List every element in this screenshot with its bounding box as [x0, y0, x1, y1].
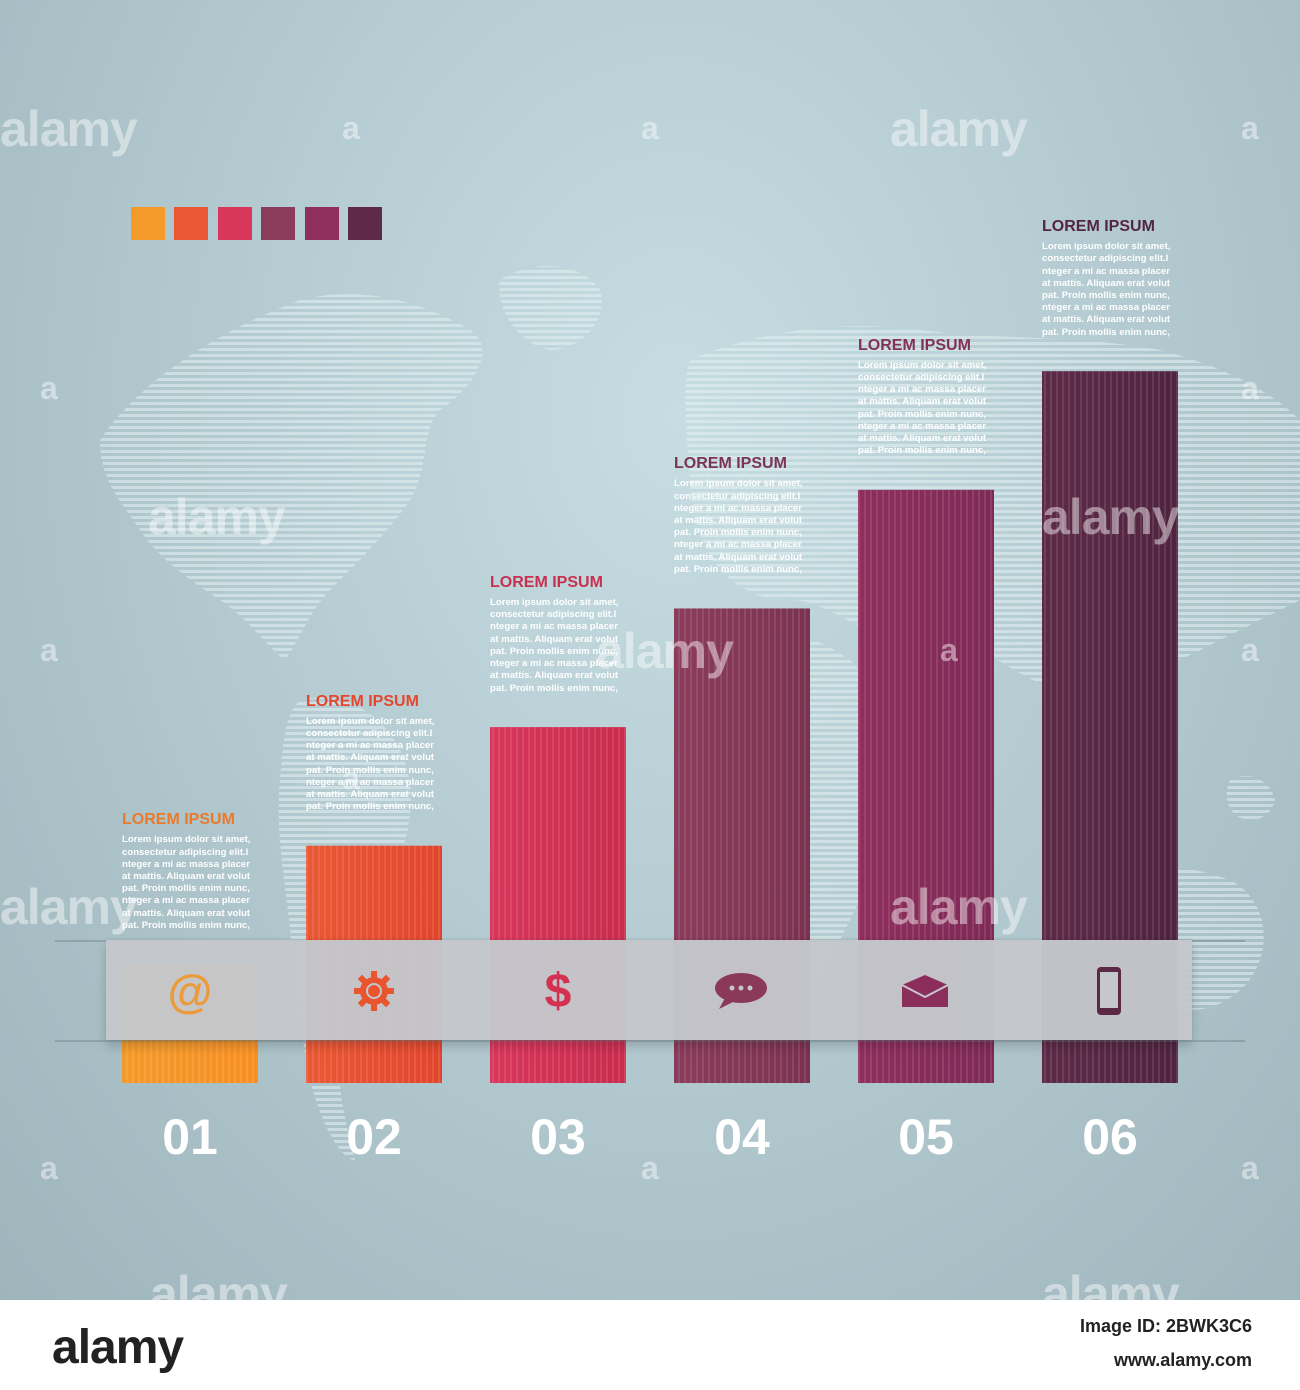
bar-number-label: 03: [530, 1109, 586, 1165]
icon-shelf: [106, 940, 1192, 1040]
bar-annotation: LOREM IPSUM Lorem ipsum dolor sit amet, c…: [306, 693, 446, 814]
watermark-text: alamy: [0, 101, 138, 157]
watermark-mark: a: [1241, 370, 1259, 406]
envelope-icon: [895, 963, 955, 1019]
smartphone-icon: [1079, 963, 1139, 1019]
map-north-america: [100, 294, 483, 660]
watermark-text: alamy: [0, 879, 138, 935]
annotation-body: Lorem ipsum dolor sit amet, consectetur …: [674, 478, 803, 575]
bar-number-label: 05: [898, 1109, 954, 1165]
bar-annotation: LOREM IPSUM Lorem ipsum dolor sit amet, c…: [674, 455, 814, 576]
footer-image-id: Image ID: 2BWK3C6: [1079, 1316, 1252, 1336]
gear-icon: [344, 963, 404, 1019]
footer-logo: alamy: [52, 1321, 184, 1374]
watermark-mark: a: [40, 632, 58, 668]
annotation-title: LOREM IPSUM: [490, 574, 603, 592]
annotation-body: Lorem ipsum dolor sit amet, consectetur …: [490, 597, 619, 694]
legend-swatch: [218, 207, 252, 240]
shelf-slit-bottom: [55, 1040, 1245, 1042]
bar-annotation: LOREM IPSUM Lorem ipsum dolor sit amet, c…: [1042, 218, 1182, 339]
watermark-mark: a: [641, 110, 659, 146]
watermark-text: alamy: [1042, 489, 1180, 545]
annotation-body: Lorem ipsum dolor sit amet, consectetur …: [1042, 241, 1171, 338]
watermark-mark: a: [940, 632, 958, 668]
watermark-text: alamy: [1042, 1266, 1180, 1300]
watermark-text: alamy: [148, 489, 286, 545]
chat-bubble-icon: [711, 963, 771, 1019]
watermark-text: alamy: [596, 623, 734, 679]
annotation-body: Lorem ipsum dolor sit amet, consectetur …: [858, 359, 987, 457]
footer-url: www.alamy.com: [1113, 1350, 1252, 1370]
bar-annotation: LOREM IPSUM Lorem ipsum dolor sit amet, c…: [490, 574, 630, 695]
annotation-title: LOREM IPSUM: [674, 455, 787, 473]
legend-swatch: [348, 207, 382, 240]
legend-swatch: [131, 207, 165, 240]
legend-swatch: [305, 207, 339, 240]
footer-bar: alamy Image ID: 2BWK3C6 www.alamy.com: [0, 1300, 1300, 1390]
watermark-mark: a: [1241, 632, 1259, 668]
bar-number-label: 01: [162, 1109, 218, 1165]
watermark-mark: a: [40, 1150, 58, 1186]
legend-swatch: [174, 207, 208, 240]
bar-annotation: LOREM IPSUM Lorem ipsum dolor sit amet, c…: [858, 337, 998, 458]
annotation-body: Lorem ipsum dolor sit amet, consectetur …: [306, 715, 435, 813]
annotation-body: Lorem ipsum dolor sit amet, consectetur …: [122, 834, 251, 931]
watermark-mark: a: [40, 370, 58, 406]
watermark-mark: a: [1241, 1150, 1259, 1186]
watermark-text: alamy: [890, 101, 1028, 157]
dollar-icon: $: [544, 964, 572, 1018]
legend-swatch: [261, 207, 295, 240]
bar-number-label: 06: [1082, 1109, 1138, 1165]
watermark-mark: a: [1241, 110, 1259, 146]
infographic-canvas: @ $: [0, 0, 1300, 1300]
map-islands: [1226, 776, 1275, 820]
map-greenland: [499, 266, 602, 350]
annotation-title: LOREM IPSUM: [1042, 218, 1155, 236]
watermark-mark: a: [641, 1150, 659, 1186]
annotation-title: LOREM IPSUM: [122, 811, 235, 829]
bar-number-label: 02: [346, 1109, 402, 1165]
watermark-mark: a: [342, 110, 360, 146]
watermark-mark: a: [342, 760, 360, 796]
bar-annotation: LOREM IPSUM Lorem ipsum dolor sit amet, c…: [122, 811, 262, 932]
annotation-title: LOREM IPSUM: [306, 692, 419, 710]
watermark-text: alamy: [890, 879, 1028, 935]
bar-number-label: 04: [714, 1109, 770, 1165]
watermark-text: alamy: [150, 1266, 288, 1300]
at-icon: @: [167, 965, 213, 1017]
annotation-title: LOREM IPSUM: [858, 336, 971, 354]
